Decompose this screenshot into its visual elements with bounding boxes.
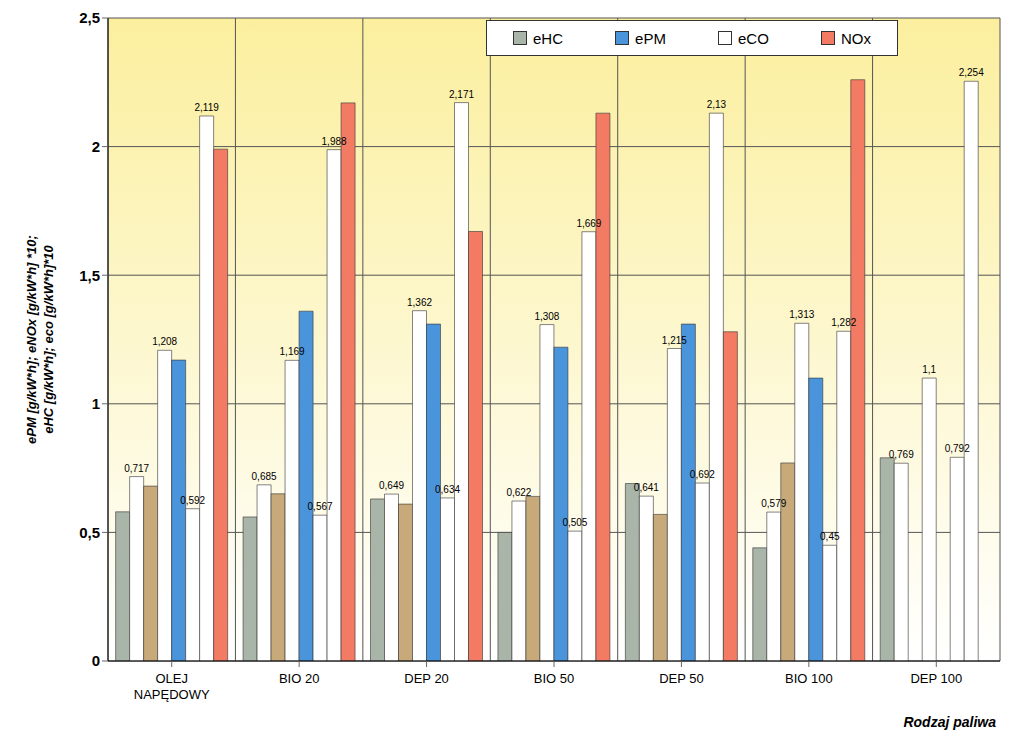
svg-text:0,505: 0,505 xyxy=(562,517,587,528)
svg-text:1,988: 1,988 xyxy=(322,136,347,147)
svg-text:0,579: 0,579 xyxy=(761,498,786,509)
svg-text:1,208: 1,208 xyxy=(152,336,177,347)
svg-text:0,717: 0,717 xyxy=(124,463,149,474)
svg-text:0,622: 0,622 xyxy=(506,487,531,498)
svg-text:1,282: 1,282 xyxy=(831,317,856,328)
html-text:eHC: eHC xyxy=(533,29,563,47)
svg-text:BIO 20: BIO 20 xyxy=(279,671,319,686)
svg-text:0,5: 0,5 xyxy=(79,524,100,541)
svg-text:OLEJNAPĘDOWY: OLEJNAPĘDOWY xyxy=(134,671,210,702)
svg-text:1,5: 1,5 xyxy=(79,267,100,284)
svg-text:1,308: 1,308 xyxy=(534,311,559,322)
svg-text:1,313: 1,313 xyxy=(789,309,814,320)
svg-text:DEP 50: DEP 50 xyxy=(659,671,704,686)
svg-text:1,169: 1,169 xyxy=(280,346,305,357)
svg-text:2,254: 2,254 xyxy=(959,67,984,78)
svg-text:0,592: 0,592 xyxy=(180,495,205,506)
svg-text:0,641: 0,641 xyxy=(634,482,659,493)
html-text:eCO: eCO xyxy=(738,29,769,47)
svg-text:BIO 100: BIO 100 xyxy=(785,671,833,686)
svg-text:0,685: 0,685 xyxy=(252,471,277,482)
svg-text:0,567: 0,567 xyxy=(308,501,333,512)
svg-text:1: 1 xyxy=(92,395,100,412)
svg-text:Rodzaj paliwa: Rodzaj paliwa xyxy=(903,714,996,730)
svg-text:ePM [g/kW*h]; eNOx [g/kW*h]: ePM [g/kW*h]; eNOx [g/kW*h] *10;eHC [g/k… xyxy=(24,235,56,444)
html-text:ePM: ePM xyxy=(635,29,666,47)
svg-text:2,13: 2,13 xyxy=(707,99,727,110)
svg-text:0: 0 xyxy=(92,652,100,669)
svg-text:0,634: 0,634 xyxy=(435,484,460,495)
svg-text:0,649: 0,649 xyxy=(379,480,404,491)
svg-text:2,119: 2,119 xyxy=(194,102,219,113)
svg-text:1,215: 1,215 xyxy=(662,335,687,346)
svg-text:0,692: 0,692 xyxy=(690,469,715,480)
html-text:NOx: NOx xyxy=(840,29,871,47)
svg-text:0,45: 0,45 xyxy=(820,531,840,542)
svg-text:2,5: 2,5 xyxy=(79,9,100,26)
svg-text:1,1: 1,1 xyxy=(922,364,936,375)
svg-text:1,669: 1,669 xyxy=(576,218,601,229)
svg-text:2,171: 2,171 xyxy=(449,89,474,100)
svg-text:1,362: 1,362 xyxy=(407,297,432,308)
svg-text:DEP 100: DEP 100 xyxy=(910,671,962,686)
svg-text:BIO 50: BIO 50 xyxy=(534,671,574,686)
svg-text:DEP 20: DEP 20 xyxy=(404,671,449,686)
svg-text:2: 2 xyxy=(92,138,100,155)
svg-text:0,769: 0,769 xyxy=(889,449,914,460)
svg-text:0,792: 0,792 xyxy=(945,443,970,454)
